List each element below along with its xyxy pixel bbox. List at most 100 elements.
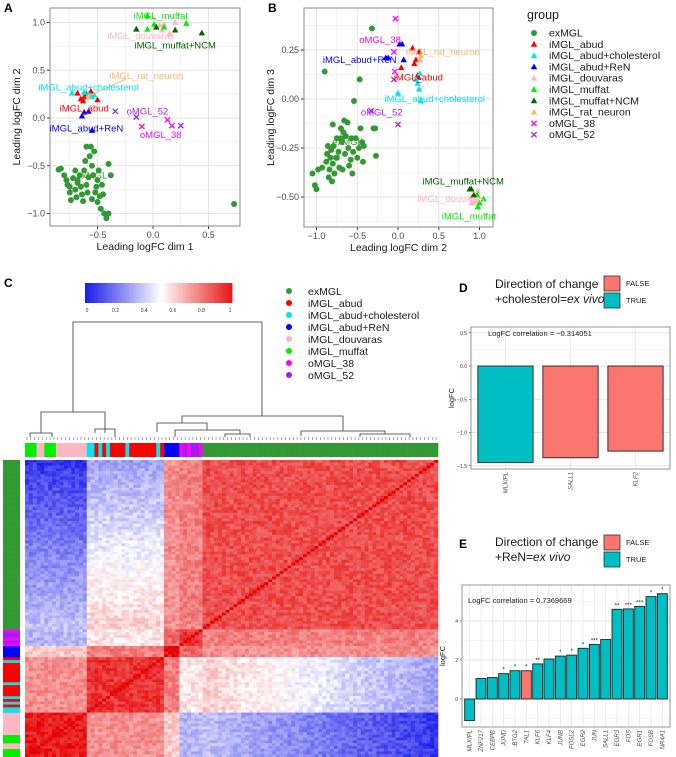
heatmap-cell (163, 460, 169, 464)
heatmap-cell (360, 496, 365, 500)
heatmap-cell (202, 512, 207, 516)
heatmap-cell (364, 571, 369, 575)
heatmap-cell (36, 484, 41, 489)
heatmap-cell (356, 554, 362, 558)
heatmap-cell (237, 493, 242, 497)
heatmap-cell (217, 543, 223, 547)
heatmap-cell (256, 460, 261, 464)
heatmap-cell (237, 526, 242, 530)
heatmap-cell (214, 559, 219, 564)
heatmap-cell (210, 509, 215, 514)
heatmap-cell (272, 521, 277, 525)
heatmap-cell (368, 462, 373, 466)
heatmap-cell (190, 465, 196, 469)
heatmap-cell (395, 526, 400, 530)
heatmap-cell (163, 515, 169, 519)
heatmap-cell (102, 465, 107, 469)
heatmap-cell (387, 518, 392, 522)
heatmap-cell (256, 462, 261, 466)
point-exmgl (309, 170, 316, 177)
heatmap-cell (349, 518, 354, 522)
heatmap-cell (117, 543, 122, 547)
heatmap-cell (434, 509, 439, 514)
heatmap-cell (160, 460, 165, 464)
colorbar-stripe (92, 283, 96, 303)
heatmap-cell (106, 482, 111, 486)
heatmap-cell (106, 537, 111, 541)
heatmap-cell (94, 529, 99, 533)
heatmap-cell (175, 576, 180, 580)
heatmap-cell (106, 551, 111, 555)
heatmap-cell (264, 498, 269, 502)
heatmap-cell (349, 515, 354, 519)
heatmap-cell (295, 551, 300, 555)
heatmap-cell (210, 473, 215, 477)
heatmap-cell (349, 526, 354, 530)
heatmap-cell (175, 546, 180, 550)
heatmap-cell (302, 559, 308, 564)
colorbar-stripe (87, 283, 91, 303)
heatmap-cell (183, 460, 188, 464)
heatmap-cell (163, 526, 169, 530)
heatmap-cell (79, 576, 84, 580)
heatmap-cell (94, 493, 99, 497)
heatmap-cell (198, 518, 203, 522)
heatmap-cell (349, 523, 354, 527)
heatmap-cell (90, 573, 95, 577)
heatmap-cell (275, 526, 281, 530)
heatmap-cell (364, 532, 369, 536)
heatmap-cell (337, 548, 342, 552)
heatmap-cell (86, 562, 91, 566)
heatmap-cell (329, 548, 335, 552)
heatmap-cell (329, 515, 335, 519)
heatmap-cell (272, 476, 277, 480)
heatmap-cell (318, 465, 323, 469)
heatmap-cell (287, 484, 292, 489)
heatmap-cell (291, 498, 296, 502)
heatmap-cell (387, 521, 392, 525)
heatmap-cell (125, 501, 130, 505)
heatmap-cell (299, 487, 304, 491)
heatmap-cell (48, 471, 53, 475)
heatmap-cell (71, 501, 76, 505)
heatmap-cell (82, 490, 88, 494)
heatmap-cell (233, 521, 238, 525)
heatmap-cell (229, 526, 234, 530)
heatmap-cell (395, 504, 400, 508)
heatmap-cell (356, 479, 362, 483)
heatmap-cell (349, 551, 354, 555)
heatmap-cell (229, 559, 234, 564)
heatmap-cell (221, 468, 227, 472)
colorbar-stripe (183, 283, 186, 303)
heatmap-cell (48, 551, 53, 555)
heatmap-cell (94, 537, 99, 541)
heatmap-cell (287, 479, 292, 483)
heatmap-cell (268, 465, 273, 469)
heatmap-cell (229, 571, 234, 575)
heatmap-cell (171, 498, 176, 502)
heatmap-cell (98, 559, 103, 564)
heatmap-cell (279, 482, 284, 486)
heatmap-cell (113, 473, 118, 477)
legend-label: iMGL_douvaras (549, 73, 623, 85)
heatmap-cell (98, 523, 103, 527)
heatmap-cell (310, 518, 315, 522)
heatmap-cell (341, 465, 346, 469)
heatmap-cell (399, 537, 404, 541)
heatmap-cell (167, 548, 172, 552)
colorbar-stripe (111, 283, 115, 303)
heatmap-cell (260, 526, 265, 530)
heatmap-cell (256, 576, 261, 580)
heatmap-cell (206, 490, 211, 494)
heatmap-cell (399, 512, 404, 516)
heatmap-cell (214, 479, 219, 483)
heatmap-cell (167, 468, 172, 472)
heatmap-cell (156, 557, 161, 561)
heatmap-cell (202, 473, 207, 477)
heatmap-cell (90, 504, 95, 508)
heatmap-cell (248, 487, 254, 491)
heatmap-cell (272, 501, 277, 505)
heatmap-cell (260, 473, 265, 477)
heatmap-cell (44, 540, 49, 544)
heatmap-cell (206, 523, 211, 527)
